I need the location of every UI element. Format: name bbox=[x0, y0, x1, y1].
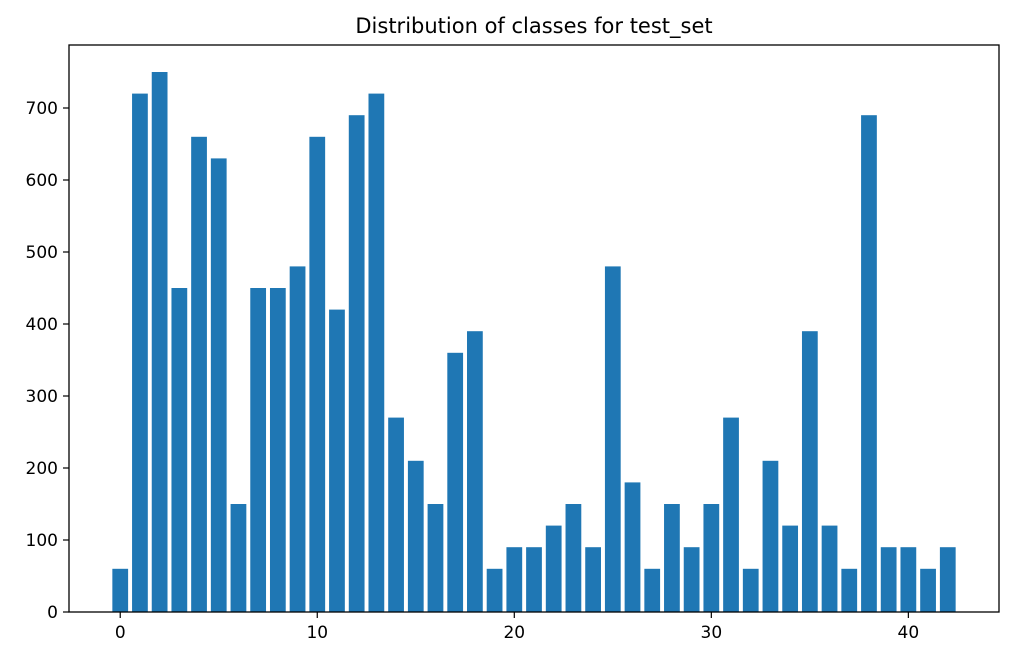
bar-class-37 bbox=[841, 568, 858, 612]
bar-class-28 bbox=[664, 504, 680, 612]
x-tick-label: 30 bbox=[701, 623, 723, 643]
bar-class-26 bbox=[624, 482, 641, 612]
bar-class-15 bbox=[407, 460, 424, 612]
bar-class-32 bbox=[742, 568, 759, 612]
y-tick-label: 0 bbox=[47, 603, 58, 623]
bar-class-19 bbox=[486, 568, 503, 612]
bar-class-30 bbox=[703, 504, 720, 612]
bar-class-7 bbox=[250, 288, 267, 612]
bar-class-1 bbox=[132, 93, 148, 613]
bar-class-27 bbox=[644, 568, 661, 612]
bar-class-29 bbox=[683, 547, 700, 612]
x-tick-label: 10 bbox=[306, 623, 328, 643]
chart-title: Distribution of classes for test_set bbox=[355, 14, 712, 39]
bar-class-4 bbox=[191, 136, 207, 613]
x-tick-label: 40 bbox=[898, 623, 920, 643]
bar-class-42 bbox=[939, 547, 956, 612]
bar-class-33 bbox=[762, 460, 779, 612]
bar-class-22 bbox=[545, 525, 562, 612]
bar-class-5 bbox=[210, 158, 227, 612]
bar-class-8 bbox=[269, 288, 286, 612]
bar-class-35 bbox=[801, 331, 818, 612]
bar-class-12 bbox=[348, 115, 365, 612]
y-tick-label: 200 bbox=[26, 459, 58, 479]
y-tick-label: 400 bbox=[26, 315, 58, 335]
bar-class-36 bbox=[821, 525, 838, 612]
bar-class-34 bbox=[782, 525, 799, 612]
y-tick-label: 100 bbox=[26, 531, 58, 551]
bar-class-11 bbox=[329, 309, 345, 612]
axes-frame bbox=[68, 44, 1000, 613]
bar-class-23 bbox=[565, 504, 582, 612]
bar-class-10 bbox=[309, 136, 326, 613]
bar-class-21 bbox=[526, 547, 542, 612]
bar-class-24 bbox=[585, 547, 601, 612]
y-tick-label: 700 bbox=[26, 99, 58, 119]
bar-class-25 bbox=[604, 266, 621, 612]
y-tick-label: 500 bbox=[26, 243, 58, 263]
bar-class-0 bbox=[112, 568, 129, 612]
y-tick-label: 300 bbox=[26, 387, 58, 407]
x-tick-label: 0 bbox=[115, 623, 126, 643]
bars-layer bbox=[112, 72, 956, 613]
bar-class-39 bbox=[880, 547, 897, 612]
bar-class-16 bbox=[427, 504, 444, 612]
bar-class-6 bbox=[230, 504, 247, 612]
bar-class-18 bbox=[467, 331, 483, 612]
x-tick-label: 20 bbox=[503, 623, 525, 643]
bar-class-14 bbox=[388, 417, 404, 612]
bar-class-20 bbox=[506, 547, 523, 612]
bar-class-40 bbox=[900, 547, 917, 612]
bar-class-9 bbox=[289, 266, 306, 612]
bar-class-41 bbox=[920, 568, 936, 612]
bar-class-2 bbox=[151, 72, 168, 612]
bar-class-3 bbox=[171, 288, 188, 612]
bar-class-17 bbox=[447, 352, 464, 612]
y-tick-label: 600 bbox=[26, 171, 58, 191]
bar-class-13 bbox=[368, 93, 385, 613]
bar-class-38 bbox=[861, 115, 877, 612]
bar-class-31 bbox=[723, 417, 739, 612]
